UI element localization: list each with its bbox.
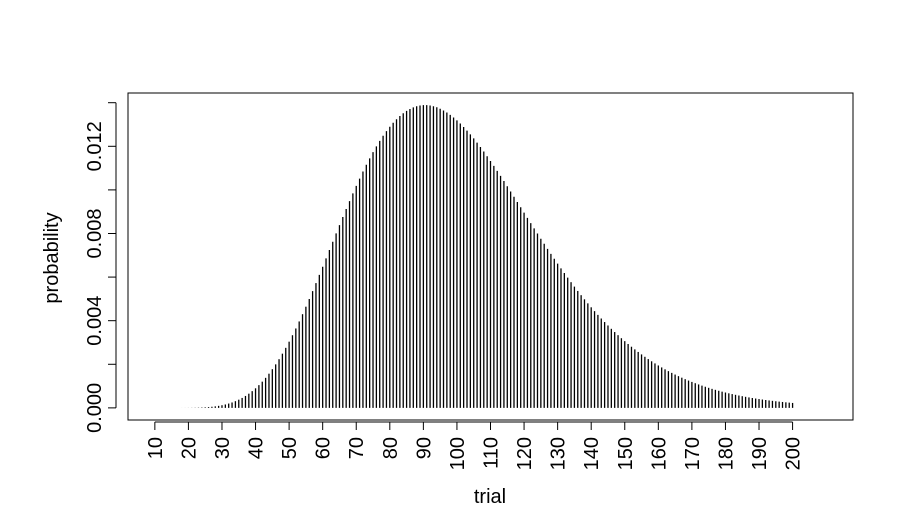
x-tick-label: 190: [749, 437, 771, 470]
x-tick-label: 200: [783, 437, 805, 470]
x-tick-label: 10: [145, 437, 167, 459]
plot-box: [127, 92, 854, 421]
x-tick-label: 20: [178, 437, 200, 459]
x-tick-label: 40: [246, 437, 268, 459]
y-tick-label: 0.008: [84, 208, 106, 258]
y-tick-label: 0.012: [84, 121, 106, 171]
x-tick-label: 110: [481, 437, 503, 469]
x-axis-label: trial: [474, 486, 506, 508]
x-tick-label: 170: [682, 437, 704, 470]
x-tick-label: 160: [648, 437, 670, 470]
x-tick-label: 130: [548, 437, 570, 470]
y-tick-label: 0.000: [84, 383, 106, 433]
x-tick-label: 180: [715, 437, 737, 470]
x-tick-label: 150: [615, 437, 637, 470]
x-tick-label: 100: [447, 437, 469, 470]
x-tick-label: 120: [514, 437, 536, 470]
x-tick-label: 90: [413, 437, 435, 459]
x-tick-label: 80: [380, 437, 402, 459]
x-tick-label: 50: [279, 437, 301, 459]
x-tick-label: 60: [313, 437, 335, 459]
x-tick-label: 70: [346, 437, 368, 459]
x-tick-label: 30: [212, 437, 234, 459]
x-tick-label: 140: [581, 437, 603, 470]
y-axis-label: probability: [41, 212, 63, 303]
y-tick-label: 0.004: [84, 296, 106, 346]
